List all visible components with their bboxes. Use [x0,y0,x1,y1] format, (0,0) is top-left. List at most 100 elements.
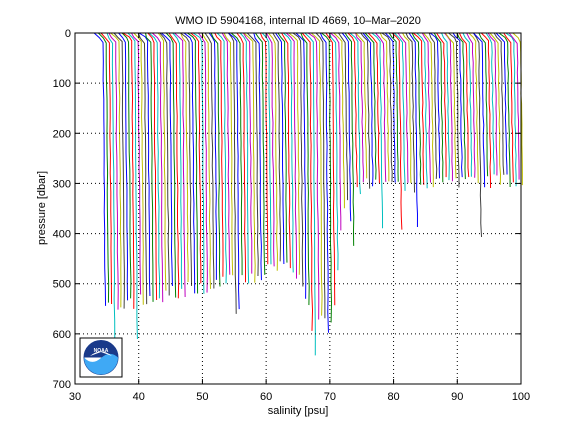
profile-line [204,32,215,289]
profile-line [157,32,167,291]
profile-line [360,32,371,189]
profile-line [379,32,390,182]
profile-line [423,32,434,188]
profile-line [505,32,517,187]
profile-line [172,32,183,289]
profile-line [174,32,186,298]
profile-line [485,32,495,175]
profile-line [412,32,425,185]
profile-line [100,32,113,305]
profile-line [138,32,151,297]
profile-line [265,32,275,267]
y-tick-label: 300 [53,178,71,190]
profile-line [277,32,288,263]
profile-line [227,32,237,314]
ticks-layer [74,32,522,385]
y-tick-label: 700 [53,379,71,391]
profile-line [456,32,466,180]
noaa-logo: NOAA [79,337,123,378]
profile-line [197,32,208,293]
profile-line [452,32,463,178]
profile-line [288,32,301,275]
profile-line [301,32,314,331]
profile-line [292,32,304,287]
profile-line [147,32,158,301]
profile-line [121,32,132,299]
x-tick-label: 30 [69,391,81,403]
x-tick-label: 80 [387,391,399,403]
profile-line [190,32,202,284]
profile-line [487,32,498,176]
profile-line [275,32,285,265]
profile-line [325,32,336,306]
profile-line [405,32,416,193]
profile-line [261,32,272,265]
profile-line [466,32,476,178]
y-tick-label: 400 [53,229,71,241]
y-tick-label: 0 [65,28,71,40]
profile-line [304,32,316,356]
profile-line [355,32,368,179]
profile-line [436,32,447,178]
profile-line [444,32,453,182]
tick-labels-layer: 30 40 50 60 70 80 90 100 0 100 200 300 400 500 600 700 [53,28,531,403]
profile-line [344,32,355,246]
profile-line [201,32,211,289]
profile-line [236,32,247,283]
profile-line [362,32,374,187]
profile-line [230,32,243,276]
profile-line [411,32,422,185]
profile-line [267,32,278,271]
profile-line [118,32,129,301]
profile-line [480,32,492,189]
x-tick-label: 70 [324,391,336,403]
profile-line [375,32,387,182]
profile-line [495,32,508,175]
profile-line [508,32,520,180]
x-tick-label: 100 [512,391,530,403]
profile-line [408,32,418,228]
x-axis-title: salinity [psu] [268,405,329,417]
profile-line [315,32,326,319]
profile-line [137,32,148,305]
profile-line [133,32,144,305]
profile-line [180,32,189,283]
profile-line [243,32,256,283]
profile-line [328,32,339,271]
profile-line [108,32,119,310]
profile-line [208,32,217,280]
profile-line [113,32,125,309]
profile-line [145,32,154,302]
y-tick-label: 200 [53,128,71,140]
y-tick-label: 600 [53,329,71,341]
x-tick-label: 50 [196,391,208,403]
profile-line [97,32,110,303]
profile-line [310,32,323,316]
profile-line [498,32,511,187]
profile-line [341,32,352,222]
profile-line [355,32,364,183]
plot-frame [74,32,522,385]
profile-line [159,32,170,296]
x-tick-label: 60 [260,391,272,403]
profile-line [428,32,438,179]
profile-line [364,32,377,180]
profile-line [381,32,393,182]
profile-line [106,32,116,342]
profile-line [307,32,320,320]
profile-line [300,32,310,306]
profile-line [151,32,164,303]
profile-line [239,32,250,284]
profile-line [478,32,489,177]
y-axis-title: pressure [dbar] [36,171,48,245]
profile-line [253,32,262,281]
profile-line [367,32,380,184]
profile-line [221,32,231,275]
profile-line [441,32,450,181]
profile-line [388,32,399,182]
profile-line [433,32,444,183]
profile-line [183,32,196,294]
profile-line [473,32,483,238]
profile-line [246,32,259,277]
profile-line [110,32,122,308]
